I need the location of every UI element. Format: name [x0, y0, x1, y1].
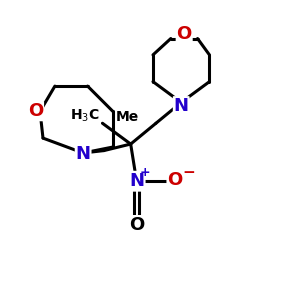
Text: N: N — [174, 97, 189, 115]
Text: O: O — [167, 171, 183, 189]
Text: Me: Me — [116, 110, 139, 124]
Text: N: N — [129, 172, 144, 190]
Text: −: − — [183, 165, 196, 180]
Text: O: O — [28, 102, 43, 120]
Text: N: N — [76, 146, 91, 164]
Text: +: + — [140, 167, 150, 179]
Text: O: O — [177, 25, 192, 43]
Text: O: O — [129, 216, 144, 234]
Text: H$_3$C: H$_3$C — [70, 108, 100, 124]
